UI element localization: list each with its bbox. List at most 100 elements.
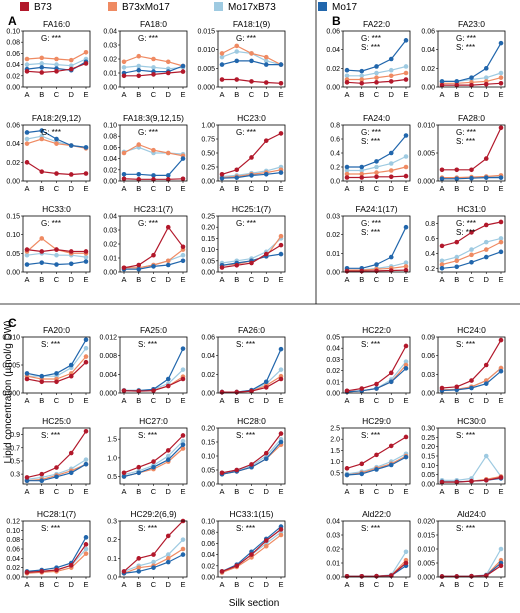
- data-point: [68, 450, 74, 456]
- y-tick-label: 1.0: [107, 455, 117, 462]
- data-point: [54, 62, 59, 67]
- y-tick-label: 0.020: [417, 519, 435, 526]
- x-tick-label: C: [469, 184, 475, 193]
- data-point: [68, 470, 74, 476]
- data-point: [469, 385, 474, 391]
- x-tick-label: B: [234, 90, 239, 99]
- x-tick-label: D: [389, 487, 395, 496]
- series-b73: [439, 125, 504, 173]
- data-point: [483, 247, 489, 252]
- data-point: [469, 75, 474, 80]
- data-point: [469, 573, 474, 579]
- x-tick-label: A: [219, 275, 224, 284]
- data-point: [219, 62, 225, 67]
- data-point: [498, 175, 504, 180]
- data-point: [263, 62, 269, 67]
- series-b73xmo17: [344, 70, 409, 82]
- y-tick-label: 0.00: [326, 85, 340, 92]
- data-point: [403, 343, 409, 349]
- x-tick-label: B: [454, 184, 459, 193]
- x-tick-label: B: [359, 487, 364, 496]
- series-mo17xb73: [344, 154, 409, 173]
- data-point: [278, 376, 284, 382]
- y-tick-label: 0.03: [103, 228, 117, 235]
- x-tick-label: A: [121, 275, 126, 284]
- data-point: [469, 175, 474, 181]
- data-point: [278, 527, 284, 532]
- y-tick-label: 0.02: [6, 73, 20, 80]
- data-point: [498, 219, 504, 225]
- x-tick-label: C: [151, 275, 157, 284]
- data-point: [359, 68, 365, 74]
- data-point: [219, 470, 225, 476]
- legend-swatch: [20, 2, 29, 11]
- data-point: [498, 368, 504, 374]
- data-point: [24, 69, 30, 74]
- x-tick-label: D: [69, 487, 75, 496]
- data-point: [151, 565, 156, 570]
- x-tick-label: B: [39, 580, 44, 589]
- data-point: [359, 175, 365, 180]
- panel-frame: [22, 427, 91, 485]
- x-tick-label: A: [344, 487, 349, 496]
- data-point: [344, 171, 350, 177]
- data-point: [469, 378, 474, 383]
- y-tick-label: 0.005: [417, 151, 435, 158]
- data-point: [234, 43, 240, 49]
- data-point: [39, 65, 45, 70]
- panel-title: Ald22:0: [362, 509, 391, 519]
- significance-label: S: ***: [456, 228, 475, 237]
- data-point: [136, 142, 142, 147]
- x-tick-label: A: [219, 90, 224, 99]
- data-point: [359, 77, 365, 82]
- y-tick-label: 0.7: [10, 445, 20, 452]
- data-point: [219, 265, 225, 270]
- panel-title: FA18:0: [140, 19, 167, 29]
- panel-frame: [22, 30, 91, 88]
- panel-fa20-0: FA20:0 0.000 0.005 0.010 A B C D E S: ***: [2, 325, 91, 405]
- panel-title: HC33:0: [42, 204, 71, 214]
- y-tick-label: 1.0: [330, 459, 340, 466]
- y-tick-label: 0.04: [326, 346, 340, 353]
- data-point: [454, 384, 460, 390]
- data-point: [54, 171, 59, 176]
- series-mo17xb73: [439, 236, 504, 264]
- x-tick-label: E: [83, 90, 88, 99]
- data-point: [136, 470, 142, 476]
- data-point: [374, 159, 379, 164]
- data-point: [454, 574, 460, 579]
- y-tick-label: 0.02: [201, 563, 215, 570]
- x-tick-label: B: [136, 487, 141, 496]
- y-tick-label: 0.30: [421, 426, 435, 433]
- panel-title: FA26:0: [238, 325, 265, 335]
- x-tick-label: D: [166, 487, 172, 496]
- series-mo17xb73: [24, 251, 89, 260]
- x-tick-label: E: [278, 275, 283, 284]
- panel-frame: [217, 427, 286, 485]
- data-point: [219, 77, 225, 82]
- series-mo17xb73: [24, 56, 89, 69]
- y-tick-label: 0.000: [197, 85, 215, 92]
- data-point: [24, 475, 30, 480]
- x-tick-label: D: [389, 275, 395, 284]
- data-point: [344, 164, 350, 170]
- x-tick-label: A: [344, 184, 349, 193]
- data-point: [83, 171, 89, 176]
- series-mo17: [439, 368, 504, 393]
- data-point: [483, 453, 489, 459]
- data-point: [151, 72, 156, 77]
- x-tick-label: A: [344, 90, 349, 99]
- panel-frame: [342, 336, 411, 394]
- data-point: [219, 171, 225, 177]
- x-tick-label: C: [374, 580, 380, 589]
- y-tick-label: 0.05: [326, 335, 340, 342]
- data-point: [165, 177, 171, 182]
- panel-fa26-0: FA26:0 0.00 0.02 0.04 0.06 A B C D E S: ***: [201, 325, 286, 405]
- series-b73: [439, 337, 504, 391]
- data-point: [374, 268, 379, 274]
- data-point: [498, 125, 504, 131]
- x-tick-label: C: [54, 184, 60, 193]
- data-point: [180, 156, 186, 161]
- data-point: [165, 258, 171, 264]
- data-point: [469, 247, 474, 252]
